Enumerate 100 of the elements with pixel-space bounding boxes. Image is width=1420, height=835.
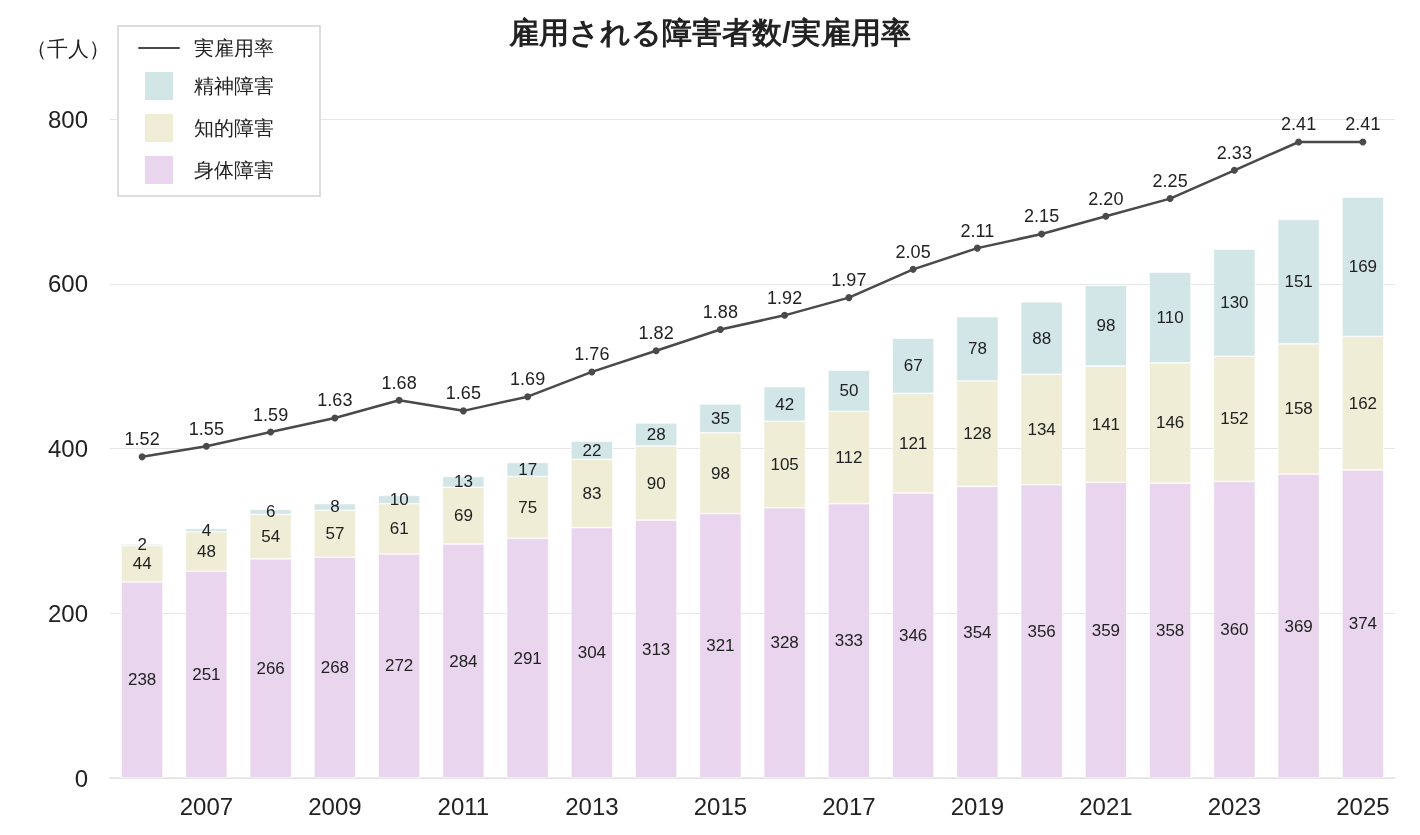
data-label: 151 (1284, 272, 1313, 292)
data-label: 67 (903, 356, 923, 376)
data-label: 158 (1284, 399, 1313, 419)
y-tick-label: 600 (47, 270, 88, 298)
x-tick-label: 2013 (565, 792, 619, 820)
x-tick-label: 2011 (437, 792, 490, 820)
point (1038, 230, 1046, 238)
point (202, 442, 210, 450)
data-label: 110 (1156, 308, 1184, 328)
data-label: 2.25 (1152, 171, 1188, 192)
data-label: 69 (453, 506, 473, 526)
legend-label: 知的障害 (194, 117, 274, 139)
legend-label: 身体障害 (194, 159, 274, 181)
data-label: 112 (835, 448, 863, 468)
data-label: 42 (775, 394, 795, 414)
point (138, 453, 146, 461)
data-label: 98 (1096, 316, 1116, 336)
data-label: 272 (384, 656, 414, 676)
data-label: 152 (1220, 409, 1249, 429)
chart-title: 雇用される障害者数/実雇用率 (508, 15, 911, 49)
point (973, 244, 981, 252)
data-label: 1.88 (702, 301, 738, 322)
data-label: 128 (963, 424, 992, 444)
data-label: 6 (265, 502, 276, 522)
data-label: 1.76 (574, 344, 610, 365)
y-tick-label: 0 (74, 764, 88, 792)
data-label: 2.33 (1216, 142, 1252, 163)
point (781, 311, 789, 319)
point (1166, 195, 1174, 203)
data-label: 169 (1348, 257, 1378, 277)
data-label: 1.68 (381, 372, 417, 393)
data-label: 1.65 (445, 383, 481, 404)
point (524, 393, 532, 401)
data-label: 1.97 (831, 270, 867, 291)
data-label: 98 (710, 463, 730, 483)
x-tick-label: 2009 (308, 792, 362, 820)
data-label: 48 (196, 541, 216, 561)
data-label: 57 (325, 524, 345, 544)
data-label: 44 (132, 554, 152, 574)
data-label: 22 (582, 440, 602, 460)
x-tick-label: 2025 (1336, 792, 1390, 820)
data-label: 313 (641, 639, 671, 659)
data-label: 358 (1155, 621, 1185, 641)
point (459, 407, 467, 415)
point (1102, 212, 1110, 220)
data-label: 374 (1348, 614, 1378, 634)
data-label: 17 (518, 460, 538, 480)
x-tick-label: 2023 (1207, 792, 1262, 820)
data-label: 10 (389, 490, 409, 510)
data-label: 2.41 (1345, 114, 1381, 135)
data-label: 61 (389, 519, 409, 539)
data-label: 328 (770, 633, 799, 653)
data-label: 251 (192, 665, 221, 685)
data-label: 83 (582, 483, 602, 503)
y-tick-label: 800 (47, 105, 88, 133)
data-label: 284 (449, 651, 478, 671)
point (845, 294, 853, 302)
data-label: 2.20 (1088, 188, 1124, 209)
data-label: 54 (261, 527, 281, 547)
data-label: 35 (710, 408, 730, 428)
data-label: 134 (1027, 420, 1056, 440)
data-label: 50 (839, 381, 859, 401)
data-label: 333 (834, 631, 864, 651)
point (331, 414, 339, 422)
data-label: 304 (577, 643, 607, 663)
y-tick-label: 400 (47, 435, 88, 462)
y-tick-label: 200 (47, 599, 88, 627)
x-tick-label: 2019 (950, 792, 1005, 820)
point (652, 347, 660, 355)
data-label: 238 (127, 670, 157, 690)
data-label: 2.41 (1281, 114, 1317, 135)
data-label: 90 (646, 473, 666, 493)
data-label: 1.69 (510, 369, 546, 390)
y-axis-title: （千人） (26, 37, 110, 60)
point (909, 265, 917, 273)
data-label: 321 (706, 636, 735, 656)
data-label: 121 (898, 433, 928, 453)
data-label: 78 (967, 339, 987, 359)
data-label: 75 (518, 497, 538, 517)
point (1359, 138, 1367, 146)
x-tick-label: 2015 (693, 792, 748, 820)
data-label: 354 (963, 622, 992, 642)
point (1295, 138, 1303, 146)
data-label: 162 (1348, 393, 1378, 413)
data-label: 28 (646, 425, 666, 444)
x-tick-label: 2017 (822, 792, 876, 820)
x-tick-label: 2021 (1079, 792, 1133, 820)
data-label: 2.05 (895, 241, 931, 262)
data-label: 130 (1220, 293, 1249, 313)
data-label: 141 (1091, 414, 1121, 434)
data-label: 2.11 (960, 220, 995, 241)
legend-label: 実雇用率 (194, 37, 274, 59)
data-label: 1.52 (124, 429, 160, 450)
point (588, 368, 596, 376)
point (395, 396, 403, 404)
legend-label: 精神障害 (194, 75, 274, 97)
data-label: 2.15 (1024, 206, 1060, 227)
data-label: 8 (330, 497, 340, 517)
data-label: 268 (320, 658, 350, 678)
data-label: 291 (513, 648, 542, 668)
